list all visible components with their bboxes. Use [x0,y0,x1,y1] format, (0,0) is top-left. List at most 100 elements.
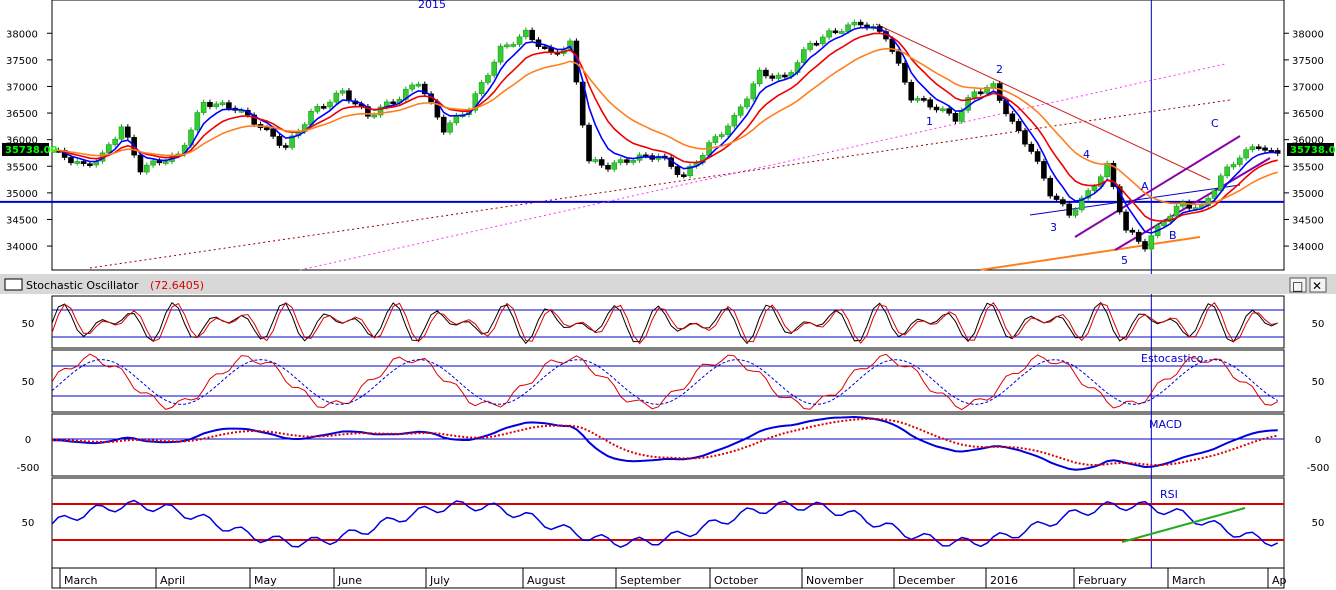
panel-icon [4,278,23,291]
right-tick-label: 50 [1312,518,1325,529]
candle-body [940,108,946,112]
candle-body [1211,190,1218,199]
candle-body [118,126,125,140]
candle-body [1186,201,1193,209]
ema-fast-line [52,26,1278,234]
candle-body [895,51,902,64]
price-tag-right-text: 35738.00 [1290,145,1336,156]
candle-body [510,44,517,47]
macd-label: MACD [1149,418,1182,431]
moving-averages [52,26,1278,234]
candle-body [1262,147,1268,151]
candle-body [857,21,864,26]
candle-body [1053,195,1060,200]
candle-body [832,30,839,34]
macd-panel: MACD 0 0 -500 -500 [17,415,1329,474]
left-tick-label: 37500 [6,56,38,67]
month-label: December [898,574,956,587]
candle-body [150,160,156,166]
restore-button[interactable]: □ [1289,277,1307,293]
candle-body [523,29,529,38]
restore-icon: □ [1292,279,1303,293]
candle-body [902,63,908,83]
month-label: July [429,574,450,587]
left-tick-label: 35000 [6,189,38,200]
candle-body [1009,113,1016,122]
candle-body [320,106,327,109]
left-tick-label: 38000 [6,29,38,40]
right-tick-label: 37000 [1292,82,1324,93]
stochastic-title: Stochastic Oscillator [26,279,139,292]
candle-body [1161,221,1167,227]
candle-body [819,36,826,45]
candle-body [1129,229,1136,233]
candle-body [592,159,599,162]
candle-body [314,106,321,112]
estocastico-label: Estocastico [1141,352,1204,365]
candle-body [851,21,858,26]
candle-body [485,75,491,83]
month-label: March [1172,574,1206,587]
candle-body [952,112,959,122]
candle-body [264,127,270,131]
candle-body [712,136,719,143]
candle-body [567,40,573,50]
candle-body [1085,190,1091,199]
candle-body [1034,151,1041,162]
left-tick-label: 34000 [6,242,38,253]
candle-body [1041,161,1047,179]
candle-body [813,42,820,46]
candle-body [125,126,131,138]
candle-body [725,125,731,135]
candle-body [845,24,851,32]
candle-body [68,157,74,164]
candle-body [106,144,112,154]
right-tick-label: 34500 [1292,215,1324,226]
wave-label-3: 3 [1050,221,1057,234]
panel-frame [51,349,1285,413]
right-tick-label: 35000 [1292,189,1324,200]
candle-body [1060,199,1066,205]
candle-body [421,83,428,95]
candle-body [977,91,984,95]
candle-body [276,136,283,146]
candle-body [541,46,548,49]
candle-body [1148,235,1155,250]
right-tick-label: 50 [1312,319,1325,330]
candle-body [598,159,605,166]
candle-body [1218,175,1224,191]
candle-body [371,114,378,118]
candle-body [194,112,201,131]
candle-body [1236,157,1243,165]
wave-label-1: 1 [926,115,933,128]
rsi-label: RSI [1160,488,1178,501]
right-tick-label: 36500 [1292,109,1324,120]
left-tick-label: 50 [22,319,35,330]
month-axis-frame [51,567,1285,589]
stochastic-panel: 50 50 [22,301,1325,345]
estocastico-panel: Estocastico 50 50 [22,352,1324,411]
wave-label-B: B [1169,229,1177,242]
left-tick-label: 0 [25,435,31,446]
close-button[interactable]: ✕ [1309,277,1327,293]
stoch-k-line [51,301,1278,345]
month-axis: March April May June July August September Octo… [51,567,1287,589]
month-label: May [254,574,277,587]
candle-body [971,91,978,98]
candle-body [763,69,769,77]
candle-body [801,49,807,63]
downtrend-line [875,23,1211,181]
candle-body [74,161,81,164]
candle-body [440,116,447,133]
candle-body [756,69,763,85]
candle-body [1255,146,1262,150]
month-label: Ap [1272,574,1287,587]
candle-body [1047,177,1054,197]
wave-label-5: 5 [1121,254,1128,267]
candle-body [112,138,118,145]
close-icon: ✕ [1312,279,1322,293]
right-tick-label: 34000 [1292,242,1324,253]
candle-body [605,164,611,170]
candle-body [838,31,845,34]
candle-body [996,83,1003,101]
